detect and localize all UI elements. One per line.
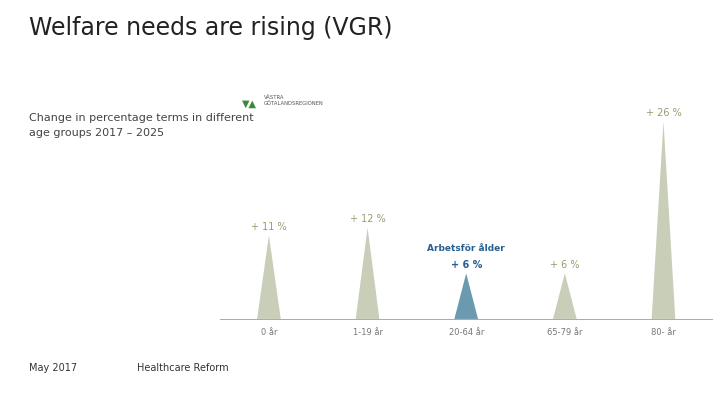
Text: VÄSTRA
GÖTALANDSREGIONEN: VÄSTRA GÖTALANDSREGIONEN — [264, 95, 324, 107]
Polygon shape — [652, 122, 675, 319]
Text: ▼▲: ▼▲ — [242, 98, 257, 109]
Text: 0 år: 0 år — [261, 328, 277, 337]
Text: + 6 %: + 6 % — [550, 260, 580, 270]
Text: Change in percentage terms in different
age groups 2017 – 2025: Change in percentage terms in different … — [29, 113, 253, 138]
Text: + 11 %: + 11 % — [251, 222, 287, 232]
Polygon shape — [257, 235, 281, 319]
Polygon shape — [454, 273, 478, 319]
Text: Arbetsför ålder: Arbetsför ålder — [428, 244, 505, 253]
Text: Healthcare Reform: Healthcare Reform — [137, 362, 228, 373]
Text: 65-79 år: 65-79 år — [547, 328, 582, 337]
Text: 1-19 år: 1-19 år — [353, 328, 382, 337]
Text: 20-64 år: 20-64 år — [449, 328, 484, 337]
Text: 80- år: 80- år — [651, 328, 676, 337]
Text: + 12 %: + 12 % — [350, 214, 385, 224]
Text: May 2017: May 2017 — [29, 362, 77, 373]
Text: Welfare needs are rising (VGR): Welfare needs are rising (VGR) — [29, 16, 392, 40]
Polygon shape — [356, 228, 379, 319]
Text: + 6 %: + 6 % — [451, 260, 482, 270]
Polygon shape — [553, 273, 577, 319]
Text: + 26 %: + 26 % — [646, 108, 681, 118]
